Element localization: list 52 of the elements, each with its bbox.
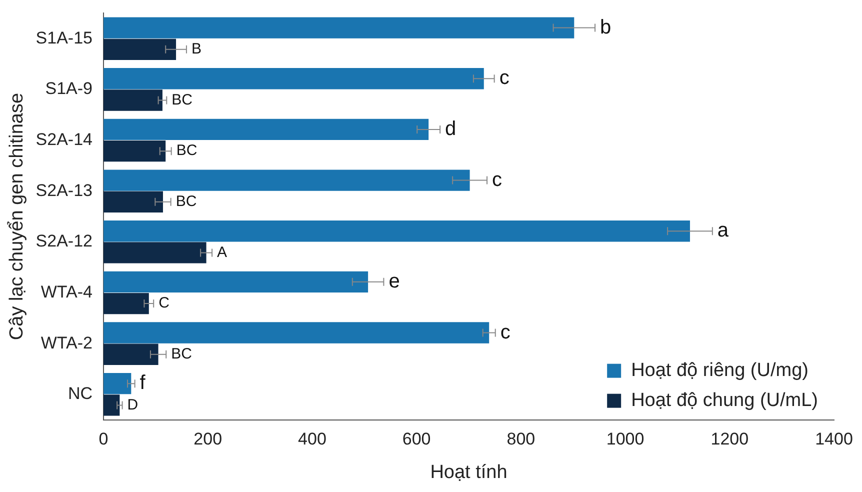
- data-label: b: [600, 16, 612, 38]
- data-label: c: [492, 168, 502, 191]
- bar: [104, 322, 490, 344]
- bar: [104, 170, 470, 191]
- bar: [104, 90, 162, 111]
- y-tick-label: S2A-14: [36, 130, 93, 149]
- bar: [104, 68, 484, 90]
- x-tick-label: 0: [98, 430, 108, 449]
- data-label: B: [191, 40, 202, 58]
- x-tick-label: 600: [402, 430, 431, 449]
- x-axis-title: Hoạt tính: [430, 462, 508, 483]
- legend-label: Hoạt độ riêng (U/mg): [631, 360, 808, 382]
- data-label: BC: [171, 346, 192, 363]
- bar: [104, 140, 166, 162]
- bar: [104, 38, 176, 60]
- legend-label: Hoạt độ chung (U/mL): [631, 390, 818, 412]
- bar: [104, 191, 163, 212]
- bar: [104, 344, 158, 365]
- data-label: BC: [172, 91, 193, 108]
- data-label: f: [140, 372, 146, 394]
- y-tick-label: S2A-12: [36, 232, 93, 251]
- data-label: c: [499, 67, 510, 90]
- y-tick-label: WTA-4: [40, 282, 93, 302]
- bar: [104, 271, 368, 293]
- y-tick-label: S2A-13: [36, 180, 93, 200]
- data-label: e: [388, 270, 400, 292]
- bar: [104, 242, 206, 264]
- x-tick-label: 1400: [815, 430, 853, 449]
- x-tick-label: 200: [194, 430, 222, 449]
- data-label: c: [500, 321, 510, 344]
- x-tick-label: 400: [298, 430, 326, 449]
- bar: [104, 373, 132, 394]
- bar: [104, 292, 149, 314]
- y-tick-label: NC: [68, 384, 93, 404]
- y-tick-label: S1A-9: [45, 79, 93, 98]
- data-label: d: [445, 118, 456, 140]
- x-tick-label: 1200: [710, 430, 749, 449]
- data-label: D: [127, 396, 138, 414]
- data-label: BC: [176, 142, 198, 160]
- data-label: C: [158, 294, 170, 312]
- bar: [104, 394, 120, 416]
- data-label: a: [717, 220, 730, 242]
- bar: [104, 118, 429, 140]
- y-tick-label: WTA-2: [40, 333, 93, 352]
- bar: [104, 17, 574, 38]
- data-label: A: [217, 244, 228, 261]
- y-axis-title: Cây lạc chuyển gen chitinase: [6, 92, 28, 340]
- data-label: BC: [176, 193, 197, 210]
- x-tick-label: 800: [506, 430, 536, 449]
- x-tick-label: 1000: [606, 430, 644, 449]
- bar: [104, 220, 690, 242]
- y-tick-label: S1A-15: [36, 28, 93, 48]
